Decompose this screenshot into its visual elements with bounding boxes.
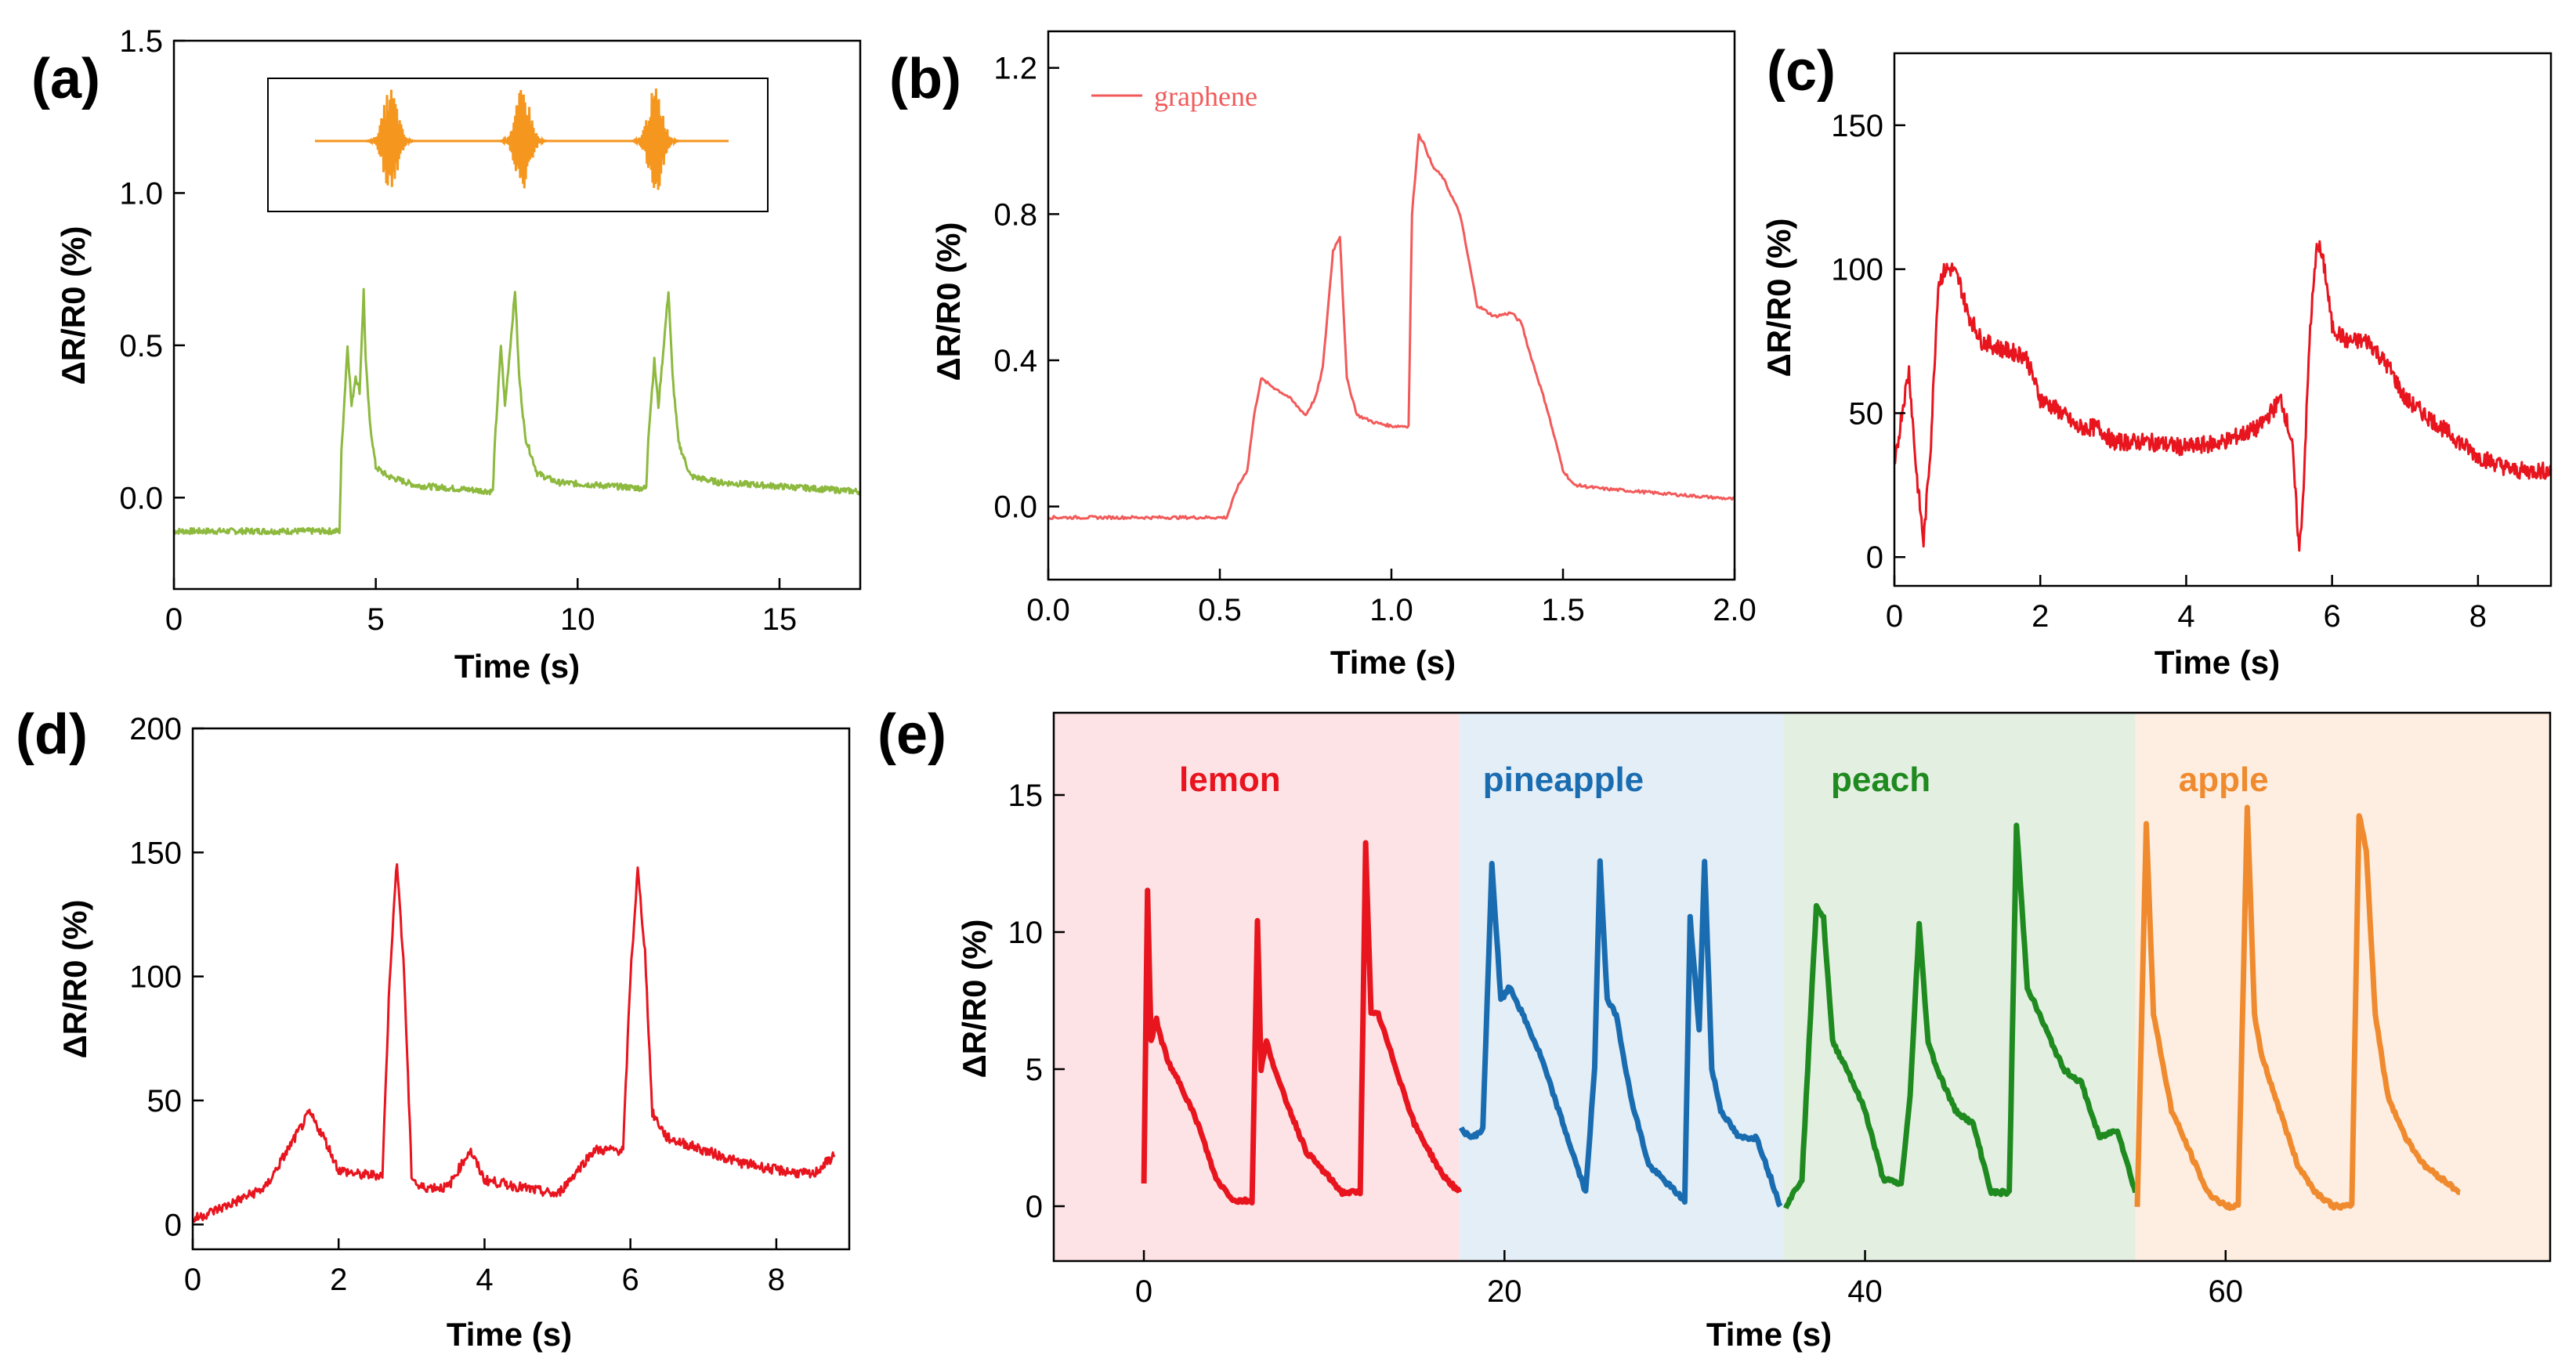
y-tick-label: 0.0 [993, 490, 1037, 525]
x-tick-label: 2 [2031, 599, 2049, 634]
x-tick-label: 8 [768, 1263, 785, 1297]
series-response [192, 863, 836, 1223]
x-tick-label: 8 [2469, 599, 2487, 634]
series-graphene [1047, 133, 1736, 520]
y-tick-label: 100 [1831, 253, 1883, 287]
y-tick-label: 150 [1831, 109, 1883, 143]
x-tick-label: 2 [330, 1263, 347, 1297]
region-label-peach: peach [1831, 761, 1930, 799]
y-tick-label: 100 [129, 960, 182, 995]
x-tick-label: 40 [1847, 1274, 1883, 1309]
panel-d-label: (d) [16, 703, 88, 766]
x-tick-label: 15 [762, 602, 798, 637]
panel-e-label: (e) [877, 703, 946, 766]
y-tick-label: 0 [1866, 540, 1883, 575]
panel-c-xlabel: Time (s) [2155, 644, 2280, 681]
series-response [1893, 240, 2552, 552]
x-tick-label: 0.5 [1198, 593, 1242, 627]
panel-e: (e) ΔR/R0 (%) Time (s) lemon pineapple pea… [877, 703, 2552, 1353]
y-tick-label: 1.2 [993, 52, 1037, 86]
region-apple [2135, 713, 2550, 1261]
x-tick-label: 4 [2177, 599, 2194, 634]
inset-burst-1 [365, 89, 415, 187]
y-tick-label: 1.0 [119, 176, 163, 211]
axes-frame [1052, 711, 2552, 1263]
y-tick-label: 0.5 [119, 329, 163, 363]
panel-d-ylabel: ΔR/R0 (%) [56, 900, 93, 1059]
panel-b-label: (b) [889, 48, 961, 110]
x-tick-label: 0 [1135, 1274, 1152, 1309]
region-label-lemon: lemon [1179, 761, 1281, 799]
panel-a-plot: 0 5 10 15 0.0 0.5 1.0 1.5 [119, 24, 862, 637]
region-peach [1783, 713, 2136, 1261]
panel-a-label: (a) [31, 48, 100, 110]
axes-frame [191, 727, 851, 1251]
x-tick-label: 60 [2209, 1274, 2244, 1309]
panel-b: (b) ΔR/R0 (%) Time (s) 0.0 0.5 1.0 1.5 2.00.… [889, 30, 1757, 681]
panel-d: (d) ΔR/R0 (%) Time (s) 0 2 4 6 8 0 50 100 150 200 [16, 703, 851, 1353]
x-tick-label: 0.0 [1026, 593, 1070, 627]
series-apple [2134, 804, 2462, 1212]
panel-c: (c) ΔR/R0 (%) Time (s) 0 2 4 6 8 0 50 100 150 [1760, 40, 2552, 681]
x-tick-label: 6 [622, 1263, 639, 1297]
region-label-apple: apple [2179, 761, 2269, 799]
y-tick-label: 0.0 [119, 481, 163, 515]
y-tick-label: 150 [129, 836, 182, 870]
x-tick-label: 1.0 [1369, 593, 1413, 627]
panel-e-ylabel: ΔR/R0 (%) [956, 920, 993, 1079]
inset-burst-3 [630, 88, 680, 190]
region-label-pineapple: pineapple [1483, 761, 1644, 799]
y-tick-label: 1.5 [119, 24, 163, 59]
axes-frame [1893, 52, 2552, 587]
x-tick-label: 6 [2324, 599, 2341, 634]
x-tick-label: 4 [476, 1263, 493, 1297]
series-pineapple [1459, 858, 1783, 1208]
y-tick-label: 0.8 [993, 197, 1037, 232]
x-tick-label: 2.0 [1713, 593, 1757, 627]
panel-c-plot: 0 2 4 6 8 0 50 100 150 [1831, 52, 2552, 634]
inset-burst-2 [497, 89, 548, 189]
legend-label: graphene [1154, 81, 1257, 112]
y-tick-label: 50 [147, 1084, 183, 1118]
y-tick-label: 0 [165, 1208, 182, 1242]
y-tick-label: 15 [1008, 779, 1044, 813]
y-tick-label: 5 [1026, 1053, 1043, 1087]
y-tick-label: 0.4 [993, 344, 1037, 378]
panel-c-label: (c) [1767, 40, 1836, 103]
region-pineapple [1459, 713, 1784, 1261]
x-tick-label: 10 [560, 602, 595, 637]
x-tick-label: 0 [165, 602, 183, 637]
series-lemon [1141, 840, 1463, 1206]
x-tick-label: 20 [1487, 1274, 1522, 1309]
x-tick-label: 5 [367, 602, 385, 637]
panel-c-ylabel: ΔR/R0 (%) [1760, 219, 1797, 378]
panel-e-plot: lemon pineapple peach apple 0 20 40 60 0 5 10 15 [1008, 711, 2552, 1309]
panel-b-xlabel: Time (s) [1330, 644, 1456, 681]
series-response [173, 287, 862, 536]
panel-e-xlabel: Time (s) [1706, 1316, 1832, 1353]
panel-a-ylabel: ΔR/R0 (%) [55, 226, 92, 385]
axes-frame [172, 39, 862, 591]
axes-frame [1047, 30, 1736, 581]
y-tick-label: 50 [1849, 396, 1884, 431]
panel-b-ylabel: ΔR/R0 (%) [930, 222, 967, 381]
panel-a: (a) ΔR/R0 (%) Time (s) 0 5 10 15 0.0 0.5 1.0 1.… [31, 24, 862, 685]
x-tick-label: 0 [184, 1263, 201, 1297]
series-peach [1783, 822, 2139, 1209]
y-tick-label: 0 [1026, 1190, 1043, 1224]
panel-d-xlabel: Time (s) [447, 1316, 572, 1353]
panel-a-xlabel: Time (s) [454, 648, 580, 685]
y-tick-label: 10 [1008, 916, 1044, 950]
y-tick-label: 200 [129, 712, 182, 746]
panel-b-plot: 0.0 0.5 1.0 1.5 2.0 0.0 0.4 0.8 1.2 graphene [993, 30, 1757, 627]
x-tick-label: 1.5 [1541, 593, 1585, 627]
panel-d-plot: 0 2 4 6 8 0 50 100 150 200 [129, 712, 851, 1297]
x-tick-label: 0 [1886, 599, 1903, 634]
